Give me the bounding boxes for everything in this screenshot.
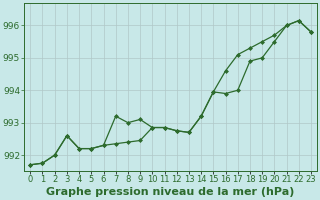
X-axis label: Graphe pression niveau de la mer (hPa): Graphe pression niveau de la mer (hPa) — [46, 187, 295, 197]
